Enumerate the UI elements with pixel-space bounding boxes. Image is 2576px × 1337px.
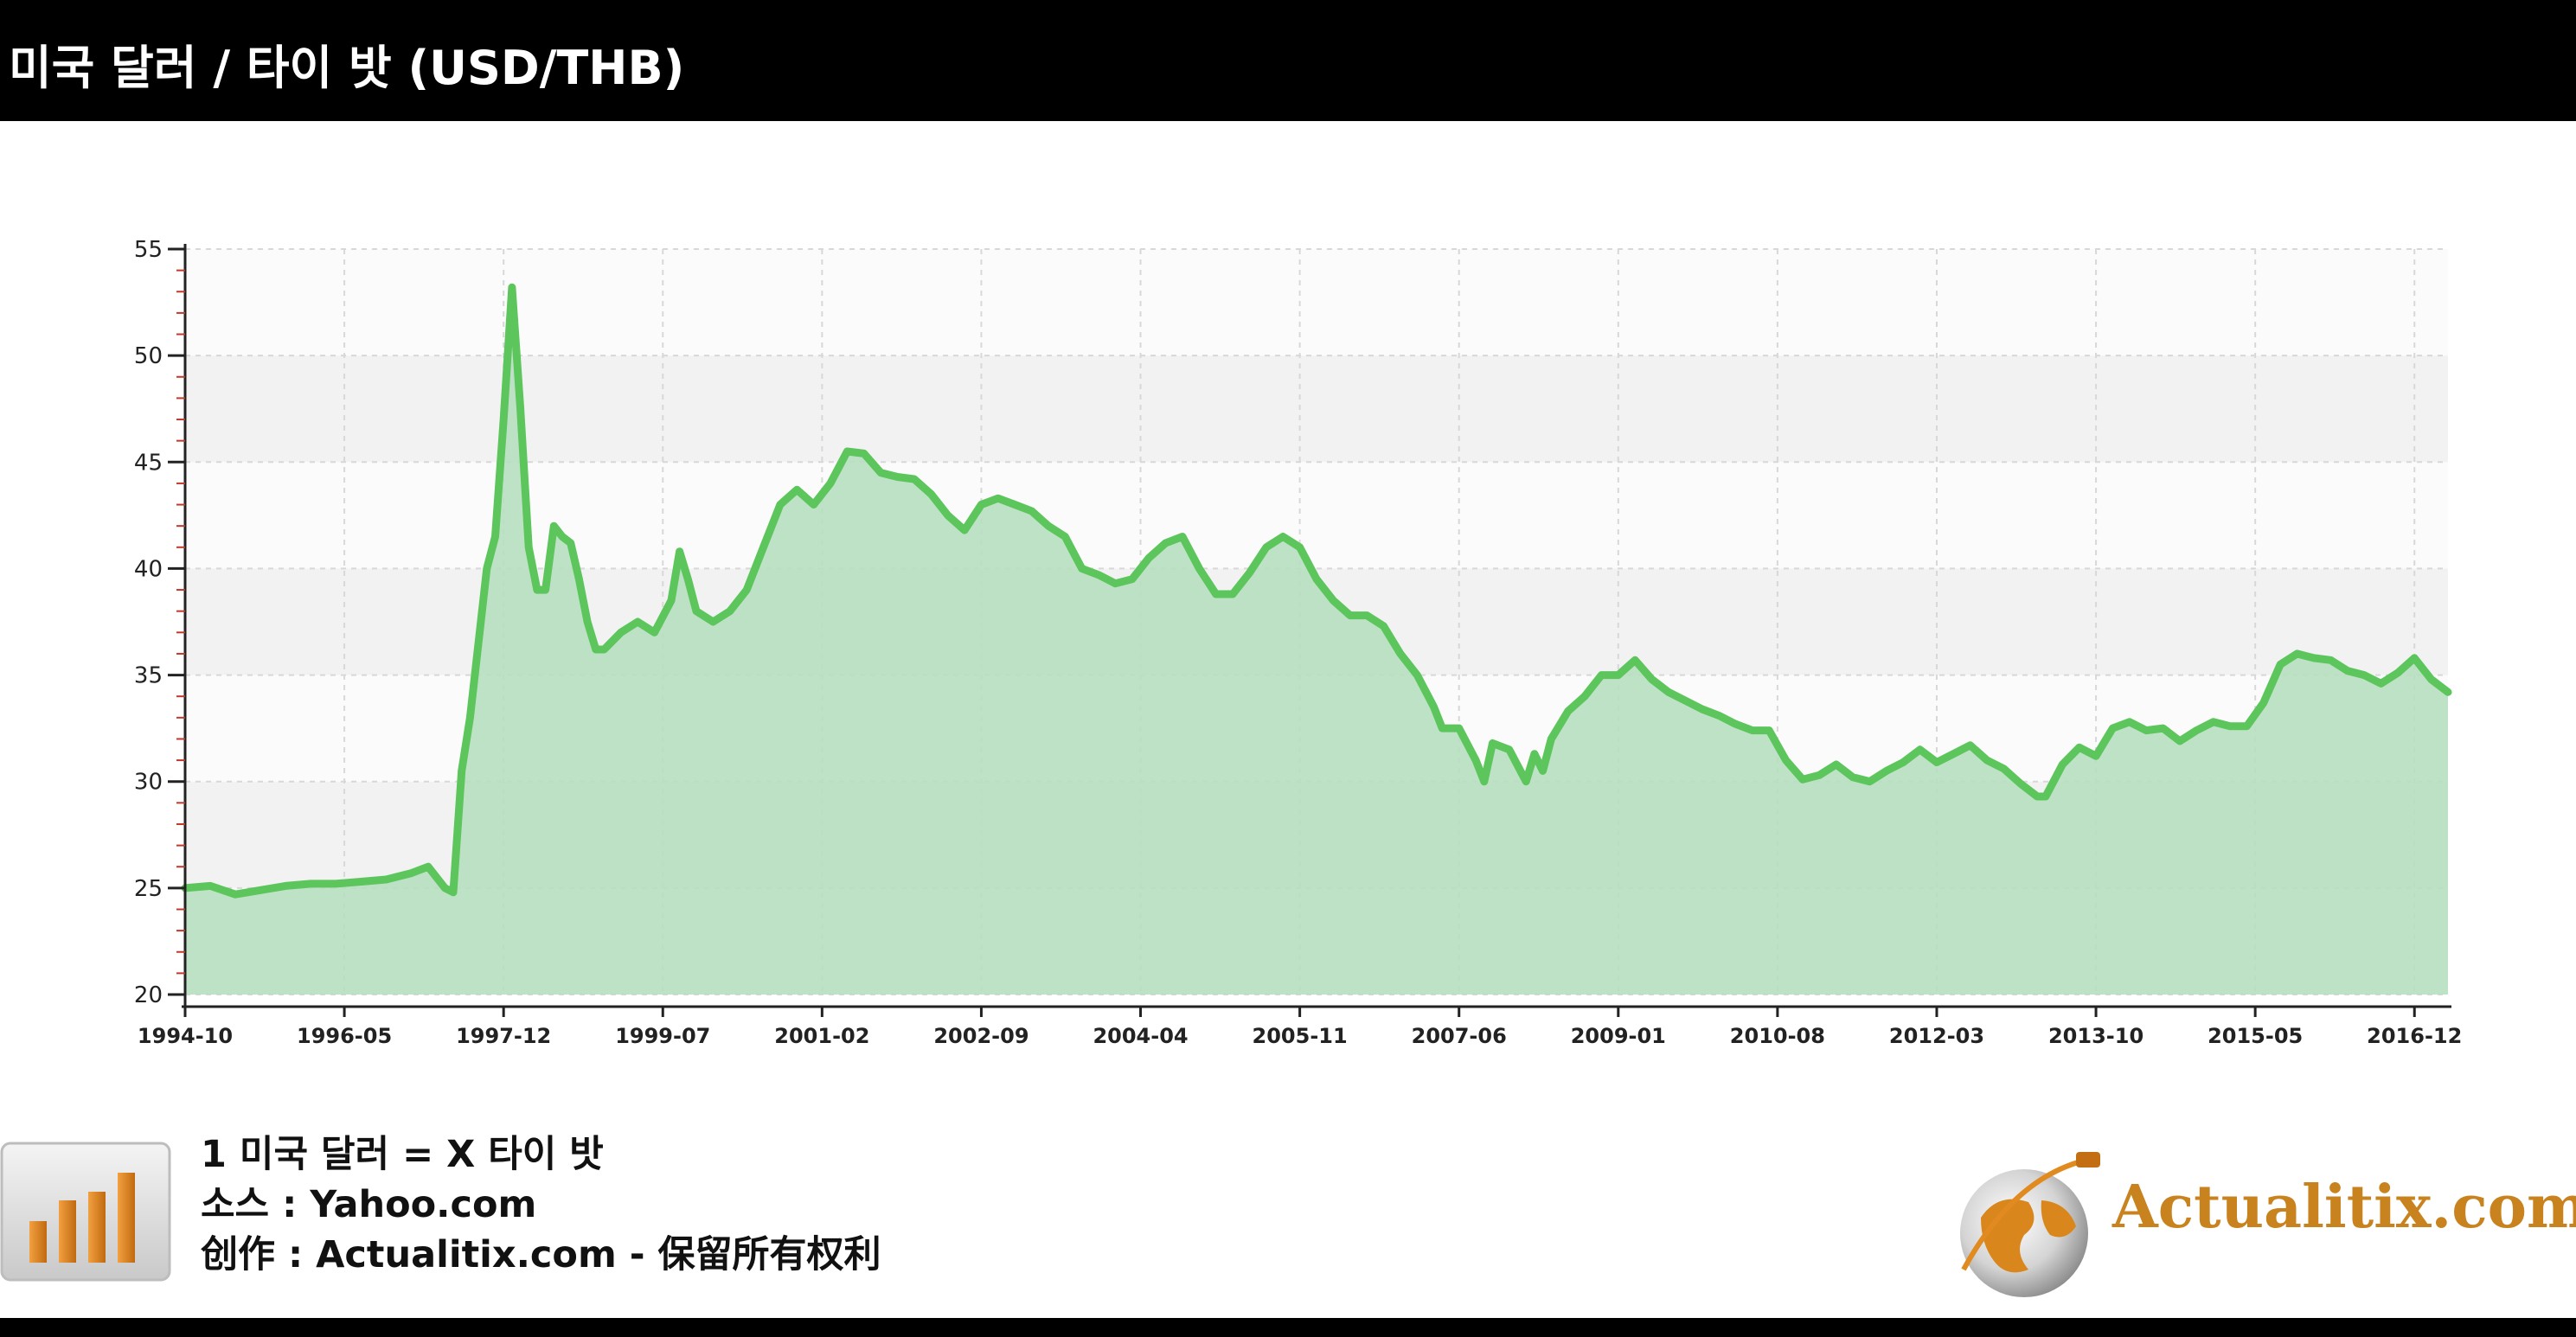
copyright-note: 创作 : Actualitix.com - 保留所有权利: [201, 1233, 881, 1276]
y-tick-label: 30: [134, 770, 163, 796]
x-tick-label: 1999-07: [615, 1024, 710, 1048]
logo-text: Actualitix.com: [2112, 1173, 2576, 1242]
x-tick-label: 1994-10: [138, 1024, 233, 1048]
x-tick-label: 2010-08: [1730, 1024, 1825, 1048]
x-tick-label: 2015-05: [2208, 1024, 2303, 1048]
y-axis-ticks: 20 25 30 35 40 45 50 55: [134, 237, 185, 1008]
bar-chart-icon: [0, 1142, 171, 1282]
y-tick-label: 25: [134, 876, 163, 902]
x-tick-label: 2012-03: [1889, 1024, 1984, 1048]
x-tick-label: 2002-09: [933, 1024, 1028, 1048]
x-tick-label: 2009-01: [1571, 1024, 1666, 1048]
globe-icon: [1960, 1152, 2100, 1297]
y-tick-label: 40: [134, 556, 163, 582]
x-tick-label: 2001-02: [774, 1024, 869, 1048]
x-tick-label: 1996-05: [297, 1024, 392, 1048]
series-line: [181, 283, 2452, 899]
y-tick-label: 35: [134, 663, 163, 689]
x-axis-ticks: 1994-10 1996-05 1997-12 1999-07 2001-02 2002-…: [138, 1007, 2462, 1048]
x-tick-label: 1997-12: [456, 1024, 551, 1048]
source-note: 소스 : Yahoo.com: [201, 1183, 537, 1226]
plot-band: [185, 249, 2448, 356]
unit-note: 1 미국 달러 = X 타이 밧: [201, 1133, 604, 1176]
actualitix-logo[interactable]: Actualitix.com: [1946, 1140, 2576, 1304]
x-tick-label: 2005-11: [1253, 1024, 1348, 1048]
y-tick-label: 45: [134, 450, 163, 476]
x-tick-label: 2016-12: [2367, 1024, 2462, 1048]
chart-caption: 1 미국 달러 = X 타이 밧 소스 : Yahoo.com 创作 : Act…: [201, 1129, 881, 1280]
x-tick-label: 2007-06: [1412, 1024, 1507, 1048]
y-tick-label: 55: [134, 237, 163, 263]
y-tick-label: 20: [134, 982, 163, 1008]
y-tick-label: 50: [134, 343, 163, 369]
series-area: [185, 287, 2448, 995]
bottom-bar: [0, 1318, 2576, 1337]
x-tick-label: 2004-04: [1093, 1024, 1188, 1048]
axes: [176, 244, 2451, 1008]
title-bar: 미국 달러 / 타이 밧 (USD/THB): [0, 0, 2576, 121]
x-tick-label: 2013-10: [2048, 1024, 2143, 1048]
page-title: 미국 달러 / 타이 밧 (USD/THB): [9, 41, 685, 95]
plot-band: [185, 355, 2448, 463]
